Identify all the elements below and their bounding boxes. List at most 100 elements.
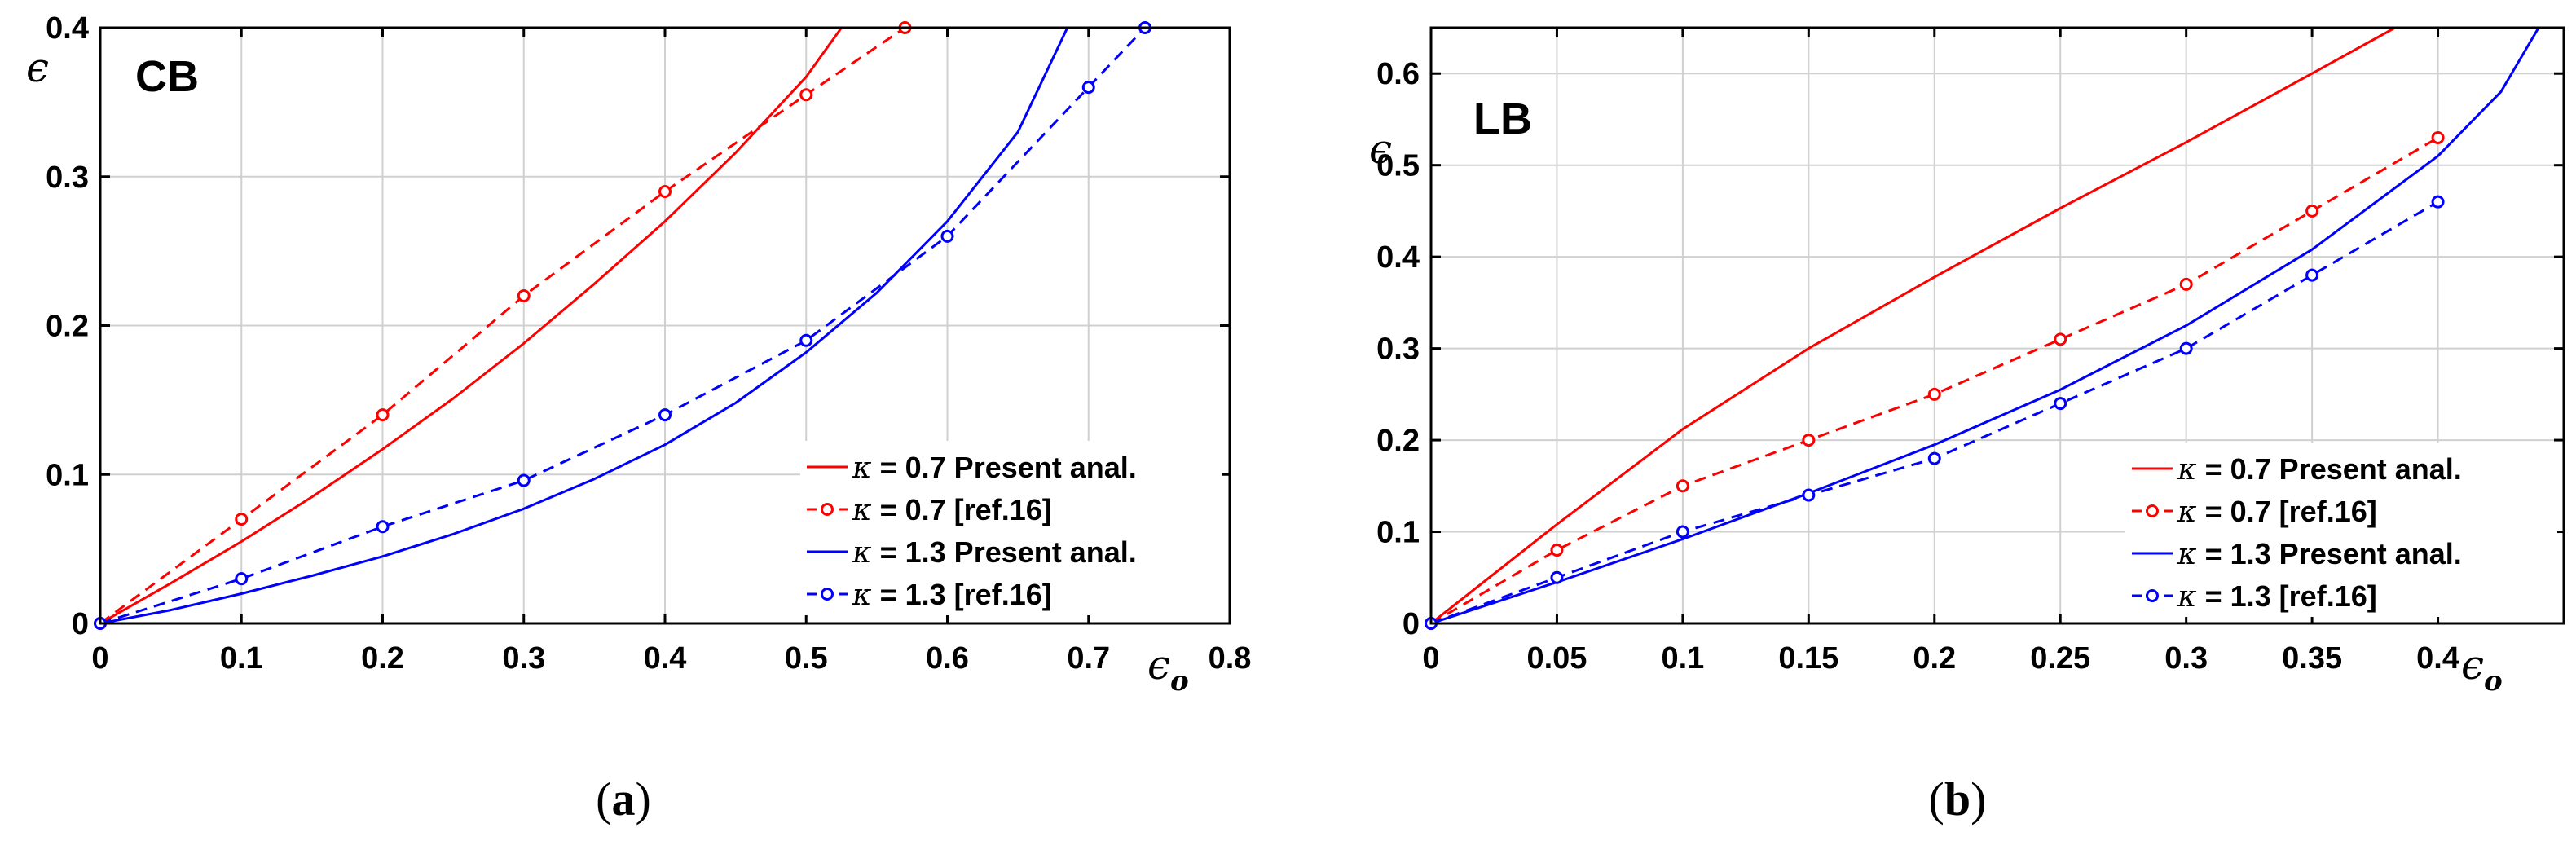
x-tick-label: 0.15	[1778, 641, 1838, 676]
series-line-1	[99, 27, 843, 625]
legend-entry-label: = 0.7 Present anal.	[2197, 452, 2462, 486]
legend-box	[800, 441, 1222, 615]
legend-kappa-symbol: κ	[2177, 495, 2197, 529]
x-tick-label: 0.2	[361, 641, 404, 676]
data-point-s4-2	[376, 520, 390, 534]
legend-entry-4: κ = 1.3 [ref.16]	[2177, 579, 2377, 614]
y-axis-label: ϵ	[26, 44, 49, 91]
caption-close-paren: )	[636, 773, 651, 826]
series-line-3	[99, 27, 1069, 625]
legend-box	[2125, 443, 2557, 617]
data-point-s4-7	[1081, 81, 1095, 95]
x-axis-label-subscript: o	[1170, 665, 1189, 698]
data-point-s2-2	[1676, 479, 1689, 493]
x-tick-label: 0.4	[2416, 641, 2459, 676]
data-point-s4-4	[658, 408, 672, 422]
legend-swatch-marker-4	[2146, 589, 2159, 602]
y-tick-label: 0.2	[46, 310, 89, 344]
data-point-s4-1	[235, 572, 249, 586]
legend-entry-label: = 0.7 Present anal.	[872, 451, 1137, 484]
legend: κ = 0.7 Present anal.κ = 0.7 [ref.16]κ =…	[2125, 443, 2557, 617]
x-axis-label-subscript: o	[2484, 665, 2503, 698]
data-point-s4-2	[1676, 525, 1689, 539]
legend-entry-label: = 1.3 Present anal.	[2197, 537, 2462, 570]
y-axis-label: ϵ	[1369, 125, 1392, 173]
y-tick-label: 0	[1402, 607, 1420, 641]
data-point-s2-5	[2054, 332, 2067, 346]
x-tick-label: 0.25	[2030, 641, 2090, 676]
legend-entry-label: = 1.3 [ref.16]	[2197, 579, 2377, 613]
x-tick-label: 0.1	[1661, 641, 1704, 676]
x-tick-label: 0.35	[2282, 641, 2342, 676]
data-point-s4-6	[940, 229, 954, 243]
panel-caption: (a)	[596, 773, 651, 826]
legend-entry-1: κ = 0.7 Present anal.	[2177, 452, 2462, 487]
x-tick-label: 0.8	[1209, 641, 1252, 676]
legend-entry-label: = 1.3 [ref.16]	[872, 578, 1052, 611]
legend-swatch-marker-4	[821, 588, 834, 601]
y-tick-label: 0.6	[1376, 57, 1420, 91]
y-tick-label: 0.1	[46, 458, 89, 492]
legend-entry-3: κ = 1.3 Present anal.	[2177, 537, 2462, 571]
x-axis-label: ϵo	[2461, 641, 2503, 698]
legend-kappa-symbol: κ	[852, 494, 872, 527]
x-axis-label: ϵo	[1147, 641, 1189, 698]
y-tick-label: 0.3	[1376, 332, 1420, 367]
data-point-s4-8	[2431, 195, 2445, 209]
legend-entry-4: κ = 1.3 [ref.16]	[852, 578, 1052, 612]
y-tick-label: 0.4	[1376, 240, 1420, 275]
legend-kappa-symbol: κ	[2177, 580, 2197, 614]
legend-kappa-symbol: κ	[852, 579, 872, 612]
data-point-s2-1	[1550, 544, 1564, 557]
x-tick-label: 0.05	[1526, 641, 1587, 676]
caption-open-paren: (	[596, 773, 611, 826]
caption-letter: b	[1944, 773, 1971, 826]
legend-kappa-symbol: κ	[852, 451, 872, 485]
y-tick-label: 0.5	[1376, 149, 1420, 183]
x-tick-label: 0.7	[1067, 641, 1110, 676]
y-tick-label: 0.1	[1376, 516, 1420, 550]
data-point-s2-4	[658, 185, 672, 199]
series-line-1	[1430, 26, 2396, 625]
legend-entry-2: κ = 0.7 [ref.16]	[852, 493, 1052, 527]
data-point-s4-7	[2305, 268, 2319, 282]
caption-close-paren: )	[1971, 773, 1986, 826]
legend-swatch-marker-2	[2146, 504, 2159, 517]
data-point-s4-1	[1550, 570, 1564, 584]
legend-kappa-symbol: κ	[2177, 453, 2197, 487]
legend-entry-1: κ = 0.7 Present anal.	[852, 451, 1137, 485]
data-point-s4-5	[2054, 397, 2067, 411]
y-tick-label: 0.3	[46, 161, 89, 195]
y-tick-label: 0	[72, 607, 89, 641]
data-point-s4-4	[1927, 451, 1941, 465]
data-point-s2-2	[376, 408, 390, 422]
data-point-s2-4	[1927, 387, 1941, 401]
legend-entry-3: κ = 1.3 Present anal.	[852, 535, 1137, 570]
data-point-s2-6	[2179, 277, 2193, 291]
x-tick-label: 0.3	[502, 641, 545, 676]
data-point-s4-6	[2179, 341, 2193, 355]
data-point-s2-3	[517, 288, 531, 302]
chart-panel-2: 0 0.05 0.1 0.15 0.2 0.25 0.3 0.35 0.4 0 0.1 0.2 0.3 0…	[1369, 26, 2565, 826]
data-point-s2-1	[235, 513, 249, 526]
data-point-s4-5	[799, 333, 813, 347]
panel-caption: (b)	[1929, 773, 1987, 826]
data-point-s2-3	[1802, 434, 1816, 447]
series-line-3	[1430, 27, 2540, 625]
legend-kappa-symbol: κ	[2177, 538, 2197, 571]
data-point-s4-3	[517, 473, 531, 487]
caption-open-paren: (	[1929, 773, 1944, 826]
data-point-s2-5	[799, 88, 813, 102]
legend: κ = 0.7 Present anal.κ = 0.7 [ref.16]κ =…	[800, 441, 1222, 615]
data-point-s4-3	[1802, 488, 1816, 502]
panel-label: LB	[1473, 95, 1532, 143]
legend-swatch-marker-2	[821, 503, 834, 516]
x-tick-label: 0.1	[220, 641, 263, 676]
caption-letter: a	[612, 773, 636, 826]
x-tick-label: 0.4	[644, 641, 687, 676]
data-point-s2-7	[2305, 204, 2319, 218]
y-tick-label: 0.4	[46, 11, 89, 46]
y-tick-label: 0.2	[1376, 424, 1420, 458]
x-tick-label: 0.3	[2164, 641, 2208, 676]
